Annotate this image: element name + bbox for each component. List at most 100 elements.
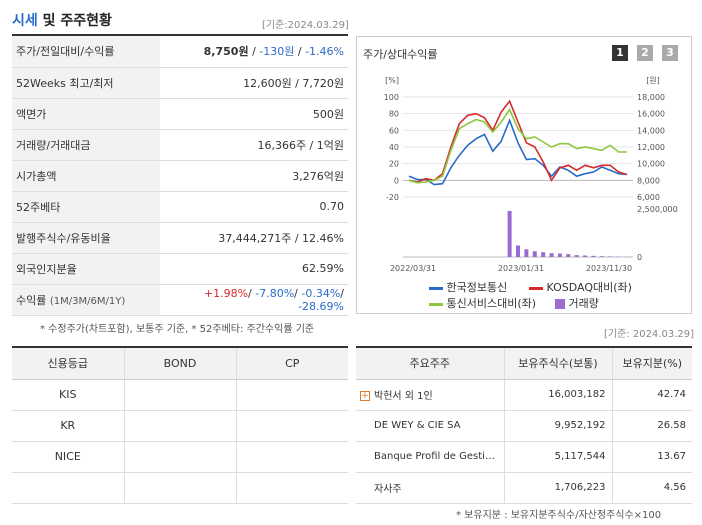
volume-bar xyxy=(566,254,571,257)
volume-bar xyxy=(591,255,596,257)
quote-label: 발행주식수/유동비율 xyxy=(12,222,160,254)
credit-cp xyxy=(235,441,348,473)
price-chart: 100 80 60 40 20 0 -20 18,000 16,000 14,000 12,000 1… xyxy=(384,76,678,273)
vol-tick-label: 2,500,000 xyxy=(637,205,678,214)
legend-swatch xyxy=(429,302,443,306)
quote-row: 액면가 500원 xyxy=(12,98,348,130)
legend-swatch xyxy=(529,286,543,290)
credit-bond xyxy=(123,379,236,411)
credit-bond xyxy=(123,410,236,442)
holder-pct: 4.56 xyxy=(611,472,692,504)
volume-bar xyxy=(574,255,579,257)
volume-bar xyxy=(557,253,562,257)
price-value: 8,750원 xyxy=(203,45,249,59)
holder-shares: 5,117,544 xyxy=(503,441,612,473)
return-1y: -28.69% xyxy=(298,299,344,313)
holder-name[interactable]: + 박헌서 외 1인 xyxy=(356,379,504,411)
expand-plus-icon[interactable]: + xyxy=(360,390,370,401)
price-rate: -1.46% xyxy=(305,45,344,59)
table-row: Banque Profil de Gesti… 5,117,544 13.67 xyxy=(356,441,692,473)
legend-item-volume: 거래량 xyxy=(555,295,599,311)
holder-shares: 1,706,223 xyxy=(503,472,612,504)
quote-value: 500원 xyxy=(160,98,348,130)
legend-swatch xyxy=(429,286,443,290)
chart-tab-2[interactable]: 2 xyxy=(637,45,653,61)
y-left-tick-label: 80 xyxy=(389,110,399,119)
legend-label: 한국정보통신 xyxy=(446,281,508,294)
legend-label: 거래량 xyxy=(568,297,599,310)
vol-tick-label: 0 xyxy=(637,253,642,262)
quote-table: 주가/전일대비/수익률 8,750원 / -130원 / -1.46% 52We… xyxy=(12,36,348,316)
y-right-tick-label: 6,000 xyxy=(637,193,660,202)
quote-row: 52Weeks 최고/최저 12,600원 / 7,720원 xyxy=(12,67,348,99)
credit-agency: KR xyxy=(12,410,124,442)
quote-row-price: 주가/전일대비/수익률 8,750원 / -130원 / -1.46% xyxy=(12,36,348,68)
table-row: + 박헌서 외 1인 16,003,182 42.74 xyxy=(356,379,692,411)
y-right-tick-label: 18,000 xyxy=(637,93,665,102)
holders-header: 주요주주 xyxy=(356,346,504,380)
series-line xyxy=(408,107,627,184)
quote-value: 37,444,271주 / 12.46% xyxy=(160,222,348,254)
y-left-unit: [%] xyxy=(385,76,399,85)
credit-header: 신용등급 xyxy=(12,346,124,380)
table-row: KR xyxy=(12,410,348,442)
holder-pct: 42.74 xyxy=(611,379,692,411)
credit-header: BOND xyxy=(123,346,236,380)
quote-value: 8,750원 / -130원 / -1.46% xyxy=(160,36,348,68)
holder-pct: 13.67 xyxy=(611,441,692,473)
x-tick-label: 2023/01/31 xyxy=(498,264,544,273)
holders-base-date: [기준: 2024.03.29] xyxy=(604,329,695,340)
credit-cp xyxy=(235,410,348,442)
volume-bar xyxy=(541,252,546,257)
quote-value: 12,600원 / 7,720원 xyxy=(160,67,348,99)
table-row xyxy=(12,472,348,504)
y-right-tick-label: 8,000 xyxy=(637,176,660,185)
volume-bar xyxy=(608,256,613,257)
volume-bar xyxy=(524,249,529,257)
chart-title: 주가/상대수익률 xyxy=(363,48,438,61)
quote-row: 발행주식수/유동비율 37,444,271주 / 12.46% xyxy=(12,222,348,254)
returns-label: 수익률 xyxy=(16,293,47,307)
holder-name: Banque Profil de Gesti… xyxy=(356,441,504,473)
y-right-tick-label: 14,000 xyxy=(637,126,665,135)
table-row: DE WEY & CIE SA 9,952,192 26.58 xyxy=(356,410,692,442)
y-right-tick-label: 12,000 xyxy=(637,143,665,152)
legend-item-telecom: 통신서비스대비(좌) xyxy=(429,295,536,311)
quote-row: 52주베타 0.70 xyxy=(12,191,348,223)
volume-bar xyxy=(507,210,512,257)
y-left-tick-label: 20 xyxy=(389,160,399,169)
y-right-unit: [원] xyxy=(646,76,660,85)
quote-row: 외국인지분율 62.59% xyxy=(12,253,348,285)
holders-header: 보유지분(%) xyxy=(611,346,692,380)
separator: / xyxy=(248,45,260,59)
chart-tab-3[interactable]: 3 xyxy=(662,45,678,61)
quote-label: 거래량/거래대금 xyxy=(12,129,160,161)
title-rest: 및 주주현황 xyxy=(37,13,112,29)
y-left-tick-label: 60 xyxy=(389,126,399,135)
holders-footnote: * 보유지분 : 보유지분주식수/자산정주식수×100 xyxy=(456,510,662,521)
return-3m: -7.80% xyxy=(255,286,295,300)
legend-label: KOSDAQ대비(좌) xyxy=(546,281,632,294)
chart-tab-1[interactable]: 1 xyxy=(612,45,628,61)
shareholders-table: 주요주주 보유주식수(보통) 보유지분(%) + 박헌서 외 1인 16,003,… xyxy=(356,346,692,504)
x-tick-label: 2023/11/30 xyxy=(586,264,632,273)
y-left-tick-label: 40 xyxy=(389,143,399,152)
credit-header: CP xyxy=(235,346,348,380)
legend-label: 통신서비스대비(좌) xyxy=(446,297,537,310)
quote-label: 수익률 (1M/3M/6M/1Y) xyxy=(12,284,160,316)
header-divider xyxy=(12,34,348,36)
holder-shares: 16,003,182 xyxy=(503,379,612,411)
credit-cp xyxy=(235,379,348,411)
y-left-tick-label: -20 xyxy=(386,193,399,202)
table-row: 자사주 1,706,223 4.56 xyxy=(356,472,692,504)
quote-row: 거래량/거래대금 16,366주 / 1억원 xyxy=(12,129,348,161)
quote-label: 외국인지분율 xyxy=(12,253,160,285)
holder-pct: 26.58 xyxy=(611,410,692,442)
volume-bar xyxy=(583,255,588,257)
quote-value: 3,276억원 xyxy=(160,160,348,192)
y-left-tick-label: 100 xyxy=(384,93,399,102)
returns-sublabel: (1M/3M/6M/1Y) xyxy=(49,295,126,307)
y-left-tick-label: 0 xyxy=(394,176,399,185)
holders-header: 보유주식수(보통) xyxy=(503,346,612,380)
holder-name: DE WEY & CIE SA xyxy=(356,410,504,442)
